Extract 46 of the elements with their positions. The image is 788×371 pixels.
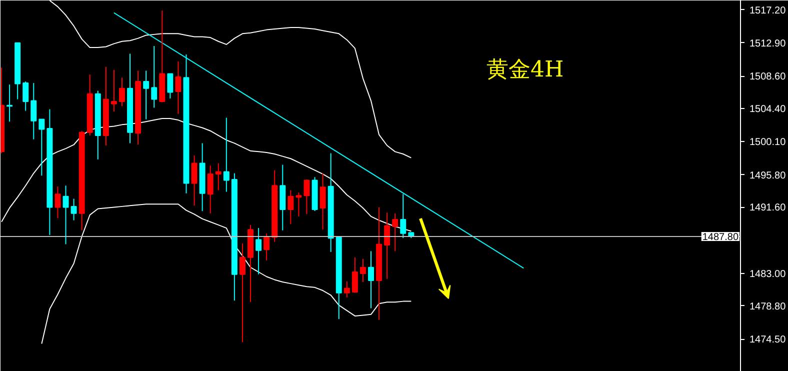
candlestick (175, 60, 182, 114)
candlestick (256, 228, 262, 275)
candlestick (320, 172, 326, 230)
candlestick (62, 185, 69, 245)
candlestick (151, 46, 158, 108)
candlestick (110, 69, 117, 112)
y-tick-label: 1483.00 (750, 269, 786, 280)
ref-line-label: 1487.80 (702, 232, 739, 244)
candlestick (400, 194, 406, 239)
candlestick (223, 117, 230, 192)
line-series (49, 0, 412, 158)
candlestick (22, 80, 29, 112)
y-tick-label: 1508.60 (750, 72, 786, 83)
y-tick-label: 1495.80 (750, 170, 786, 182)
y-tick-label: 1478.80 (750, 301, 786, 312)
candlestick (215, 162, 222, 191)
y-tick-label: 1500.10 (750, 137, 786, 148)
candlestick (360, 258, 366, 283)
y-tick-label: 1504.40 (750, 104, 786, 115)
candlestick (352, 256, 358, 294)
candlestick (54, 186, 61, 219)
y-tick-label: 1517.20 (750, 5, 786, 16)
candlestick (239, 242, 246, 343)
candlestick (38, 118, 45, 176)
candlestick (288, 190, 294, 225)
candlestick (264, 232, 270, 261)
candlestick (368, 250, 374, 309)
candlestick (6, 84, 13, 122)
candlestick (296, 192, 302, 217)
candlestick (280, 164, 286, 231)
line-series (41, 204, 412, 344)
candlestick (191, 155, 198, 206)
candlestick (70, 198, 77, 221)
candlestick (304, 178, 310, 215)
candlestick (143, 70, 150, 120)
candlestick (30, 82, 37, 140)
candlestick (207, 165, 214, 214)
candlestick (119, 77, 125, 107)
y-tick-label: 1474.50 (750, 334, 786, 346)
y-tick-label: 1512.90 (750, 38, 786, 50)
y-tick-label: 1491.60 (750, 202, 786, 214)
candlestick (167, 73, 174, 99)
candlestick (392, 212, 398, 252)
text: 黄金4H (486, 58, 564, 82)
candlestick (344, 280, 350, 298)
candlestick (384, 212, 390, 280)
